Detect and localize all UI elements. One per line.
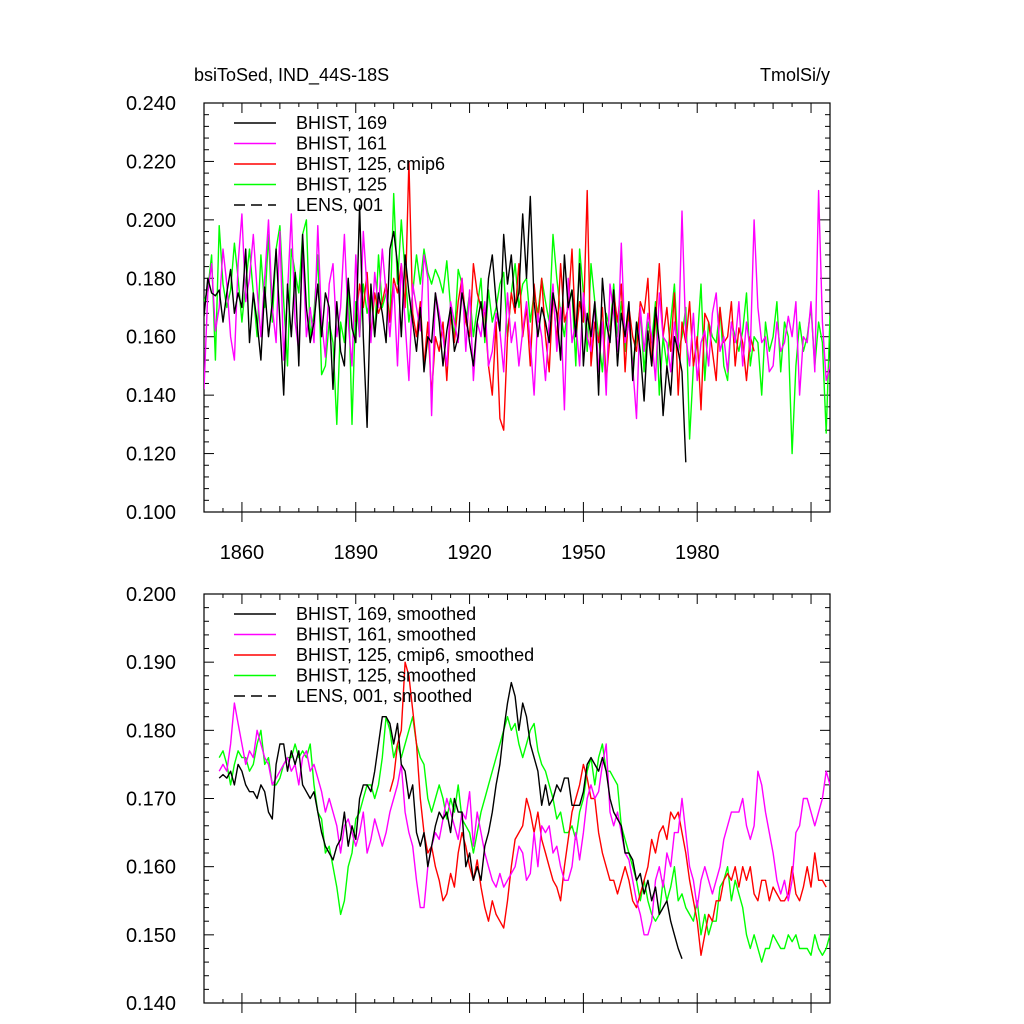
series-line-1 <box>218 681 683 959</box>
x-tick-label: 1920 <box>447 542 492 564</box>
y-tick-label: 0.190 <box>126 652 176 674</box>
legend-label-4: BHIST, 125, smoothed <box>296 666 476 686</box>
y-tick-label: 0.240 <box>126 93 176 115</box>
series-line-4 <box>218 716 830 963</box>
y-tick-label: 0.140 <box>126 993 176 1015</box>
plot-frame <box>203 102 831 513</box>
legend-label-3: BHIST, 125, cmip6, smoothed <box>296 645 534 665</box>
y-tick-label: 0.120 <box>126 444 176 466</box>
bottom-panel: 0.140 0.150 0.160 0.170 0.180 0.190 0.200 BHIST… <box>126 584 831 1015</box>
chart-title: bsiToSed, IND_44S-18S <box>194 65 389 86</box>
y-tick-label: 0.200 <box>126 210 176 232</box>
y-tick-label: 0.100 <box>126 502 176 524</box>
x-tick-label: 1860 <box>220 542 265 564</box>
y-tick-label: 0.180 <box>126 720 176 742</box>
legend-label-5: LENS, 001 <box>296 195 383 215</box>
series-line-2 <box>218 702 830 936</box>
y-tick-label: 0.200 <box>126 584 176 606</box>
units-label: TmolSi/y <box>760 65 830 85</box>
series-line-2 <box>204 189 830 420</box>
y-tick-label: 0.180 <box>126 268 176 290</box>
legend-label-3: BHIST, 125, cmip6 <box>296 154 445 174</box>
legend-label-4: BHIST, 125 <box>296 175 387 195</box>
series-line-3 <box>389 661 827 956</box>
y-tick-label: 0.170 <box>126 789 176 811</box>
legend-label-1: BHIST, 169 <box>296 113 387 133</box>
legend-label-2: BHIST, 161 <box>296 134 387 154</box>
x-tick-label: 1890 <box>334 542 379 564</box>
y-tick-label: 0.160 <box>126 327 176 349</box>
series-line-3 <box>355 160 755 431</box>
y-tick-label: 0.160 <box>126 857 176 879</box>
y-tick-label: 0.140 <box>126 385 176 407</box>
x-tick-label: 1950 <box>561 542 606 564</box>
series-line-1 <box>204 195 687 463</box>
y-tick-label: 0.150 <box>126 925 176 947</box>
legend-label-2: BHIST, 161, smoothed <box>296 625 476 645</box>
legend-label-1: BHIST, 169, smoothed <box>296 604 476 624</box>
y-tick-label: 0.220 <box>126 151 176 173</box>
series-group <box>204 160 830 463</box>
series-group <box>218 661 830 963</box>
x-tick-label: 1980 <box>675 542 720 564</box>
top-panel: 0.100 0.120 0.140 0.160 0.180 0.200 0.220 0.240… <box>126 65 831 564</box>
legend-label-5: LENS, 001, smoothed <box>296 686 472 706</box>
